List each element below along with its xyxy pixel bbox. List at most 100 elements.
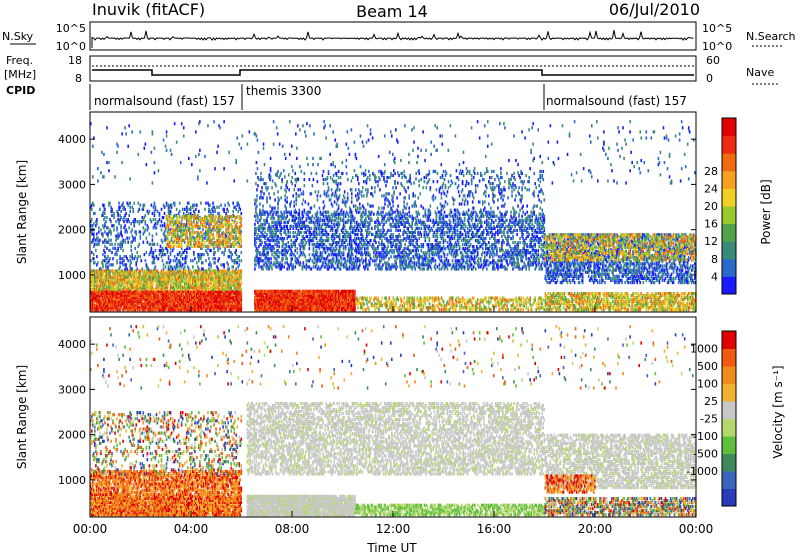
heatmap-cell bbox=[157, 304, 160, 308]
heatmap-cell bbox=[266, 295, 268, 300]
heatmap-cell bbox=[221, 281, 223, 285]
heatmap-cell bbox=[122, 207, 124, 211]
heatmap-cell bbox=[117, 213, 119, 218]
heatmap-cell bbox=[158, 279, 161, 283]
heatmap-cell bbox=[120, 269, 122, 273]
heatmap-cell bbox=[112, 306, 114, 310]
heatmap-cell bbox=[105, 308, 107, 312]
heatmap-cell bbox=[119, 279, 121, 283]
heatmap-cell bbox=[216, 308, 218, 312]
heatmap-cell bbox=[124, 240, 126, 244]
heatmap-cell bbox=[204, 299, 206, 304]
heatmap-cell bbox=[133, 218, 136, 222]
heatmap-cell bbox=[162, 293, 165, 298]
heatmap-cell bbox=[119, 304, 121, 308]
heatmap-cell bbox=[280, 295, 282, 300]
heatmap-cell bbox=[214, 308, 216, 312]
heatmap-cell bbox=[200, 299, 202, 304]
heatmap-cell bbox=[272, 295, 274, 300]
heatmap-cell bbox=[223, 308, 225, 312]
heatmap-cell bbox=[185, 279, 188, 283]
heatmap-cell bbox=[166, 297, 169, 302]
heatmap-cell bbox=[130, 248, 132, 253]
heatmap-cell bbox=[194, 308, 196, 312]
heatmap-cell bbox=[106, 304, 108, 308]
heatmap-cell bbox=[170, 205, 173, 209]
heatmap-cell bbox=[195, 301, 197, 306]
heatmap-cell bbox=[240, 297, 243, 302]
heatmap-cell bbox=[170, 306, 173, 310]
heatmap-cell bbox=[152, 295, 155, 300]
heatmap-cell bbox=[263, 301, 265, 306]
heatmap-cell bbox=[211, 228, 213, 232]
heatmap-cell bbox=[159, 306, 162, 310]
heatmap-cell bbox=[270, 304, 272, 308]
heatmap-cell bbox=[104, 238, 106, 242]
heatmap-cell bbox=[197, 271, 199, 275]
heatmap-cell bbox=[297, 259, 300, 263]
heatmap-cell bbox=[127, 308, 129, 312]
heatmap-cell bbox=[102, 265, 104, 269]
heatmap-cell bbox=[287, 228, 289, 233]
heatmap-cell bbox=[151, 261, 154, 265]
heatmap-cell bbox=[238, 242, 241, 246]
heatmap-cell bbox=[103, 297, 105, 302]
heatmap-cell bbox=[139, 230, 142, 234]
heatmap-cell bbox=[116, 277, 118, 281]
heatmap-cell bbox=[158, 275, 161, 279]
heatmap-cell bbox=[236, 201, 239, 205]
heatmap-cell bbox=[132, 273, 135, 277]
heatmap-cell bbox=[122, 277, 124, 281]
heatmap-cell bbox=[176, 299, 179, 304]
heatmap-cell bbox=[174, 267, 177, 271]
heatmap-cell bbox=[203, 306, 205, 310]
heatmap-cell bbox=[227, 287, 229, 291]
heatmap-cell bbox=[159, 295, 162, 300]
heatmap-cell bbox=[95, 297, 97, 302]
heatmap-cell bbox=[105, 263, 107, 267]
heatmap-cell bbox=[264, 308, 266, 312]
heatmap-cell bbox=[160, 275, 163, 279]
heatmap-cell bbox=[212, 201, 214, 205]
heatmap-cell bbox=[212, 289, 214, 293]
heatmap-cell bbox=[162, 304, 165, 308]
heatmap-cell bbox=[149, 250, 152, 255]
heatmap-cell bbox=[144, 228, 147, 232]
heatmap-cell bbox=[206, 308, 208, 312]
heatmap-cell bbox=[142, 273, 145, 277]
heatmap-cell bbox=[93, 203, 95, 207]
heatmap-cell bbox=[182, 211, 185, 216]
heatmap-cell bbox=[271, 308, 273, 312]
heatmap-cell bbox=[163, 287, 166, 291]
heatmap-cell bbox=[104, 250, 106, 255]
heatmap-cell bbox=[269, 308, 271, 312]
heatmap-cell bbox=[162, 281, 165, 285]
heatmap-cell bbox=[208, 257, 210, 261]
heatmap-cell bbox=[93, 261, 95, 265]
heatmap-cell bbox=[157, 277, 160, 281]
heatmap-cell bbox=[193, 269, 195, 273]
heatmap-cell bbox=[165, 281, 168, 285]
heatmap-cell bbox=[118, 299, 120, 304]
heatmap-cell bbox=[151, 269, 154, 273]
heatmap-cell bbox=[193, 209, 195, 213]
heatmap-cell bbox=[197, 252, 199, 257]
heatmap-cell bbox=[92, 232, 94, 236]
heatmap-cell bbox=[115, 306, 117, 310]
heatmap-cell bbox=[272, 289, 274, 293]
heatmap-cell bbox=[237, 283, 240, 287]
heatmap-cell bbox=[135, 283, 138, 287]
heatmap-cell bbox=[99, 289, 101, 293]
heatmap-cell bbox=[221, 273, 223, 277]
heatmap-cell bbox=[167, 203, 170, 207]
heatmap-cell bbox=[143, 277, 146, 281]
heatmap-cell bbox=[180, 265, 183, 269]
heatmap-cell bbox=[120, 246, 122, 251]
heatmap-cell bbox=[160, 238, 163, 242]
heatmap-cell bbox=[146, 289, 149, 293]
heatmap-cell bbox=[121, 277, 123, 281]
heatmap-cell bbox=[166, 291, 169, 296]
heatmap-cell bbox=[170, 273, 173, 277]
heatmap-cell bbox=[129, 297, 131, 302]
heatmap-cell bbox=[110, 205, 112, 209]
